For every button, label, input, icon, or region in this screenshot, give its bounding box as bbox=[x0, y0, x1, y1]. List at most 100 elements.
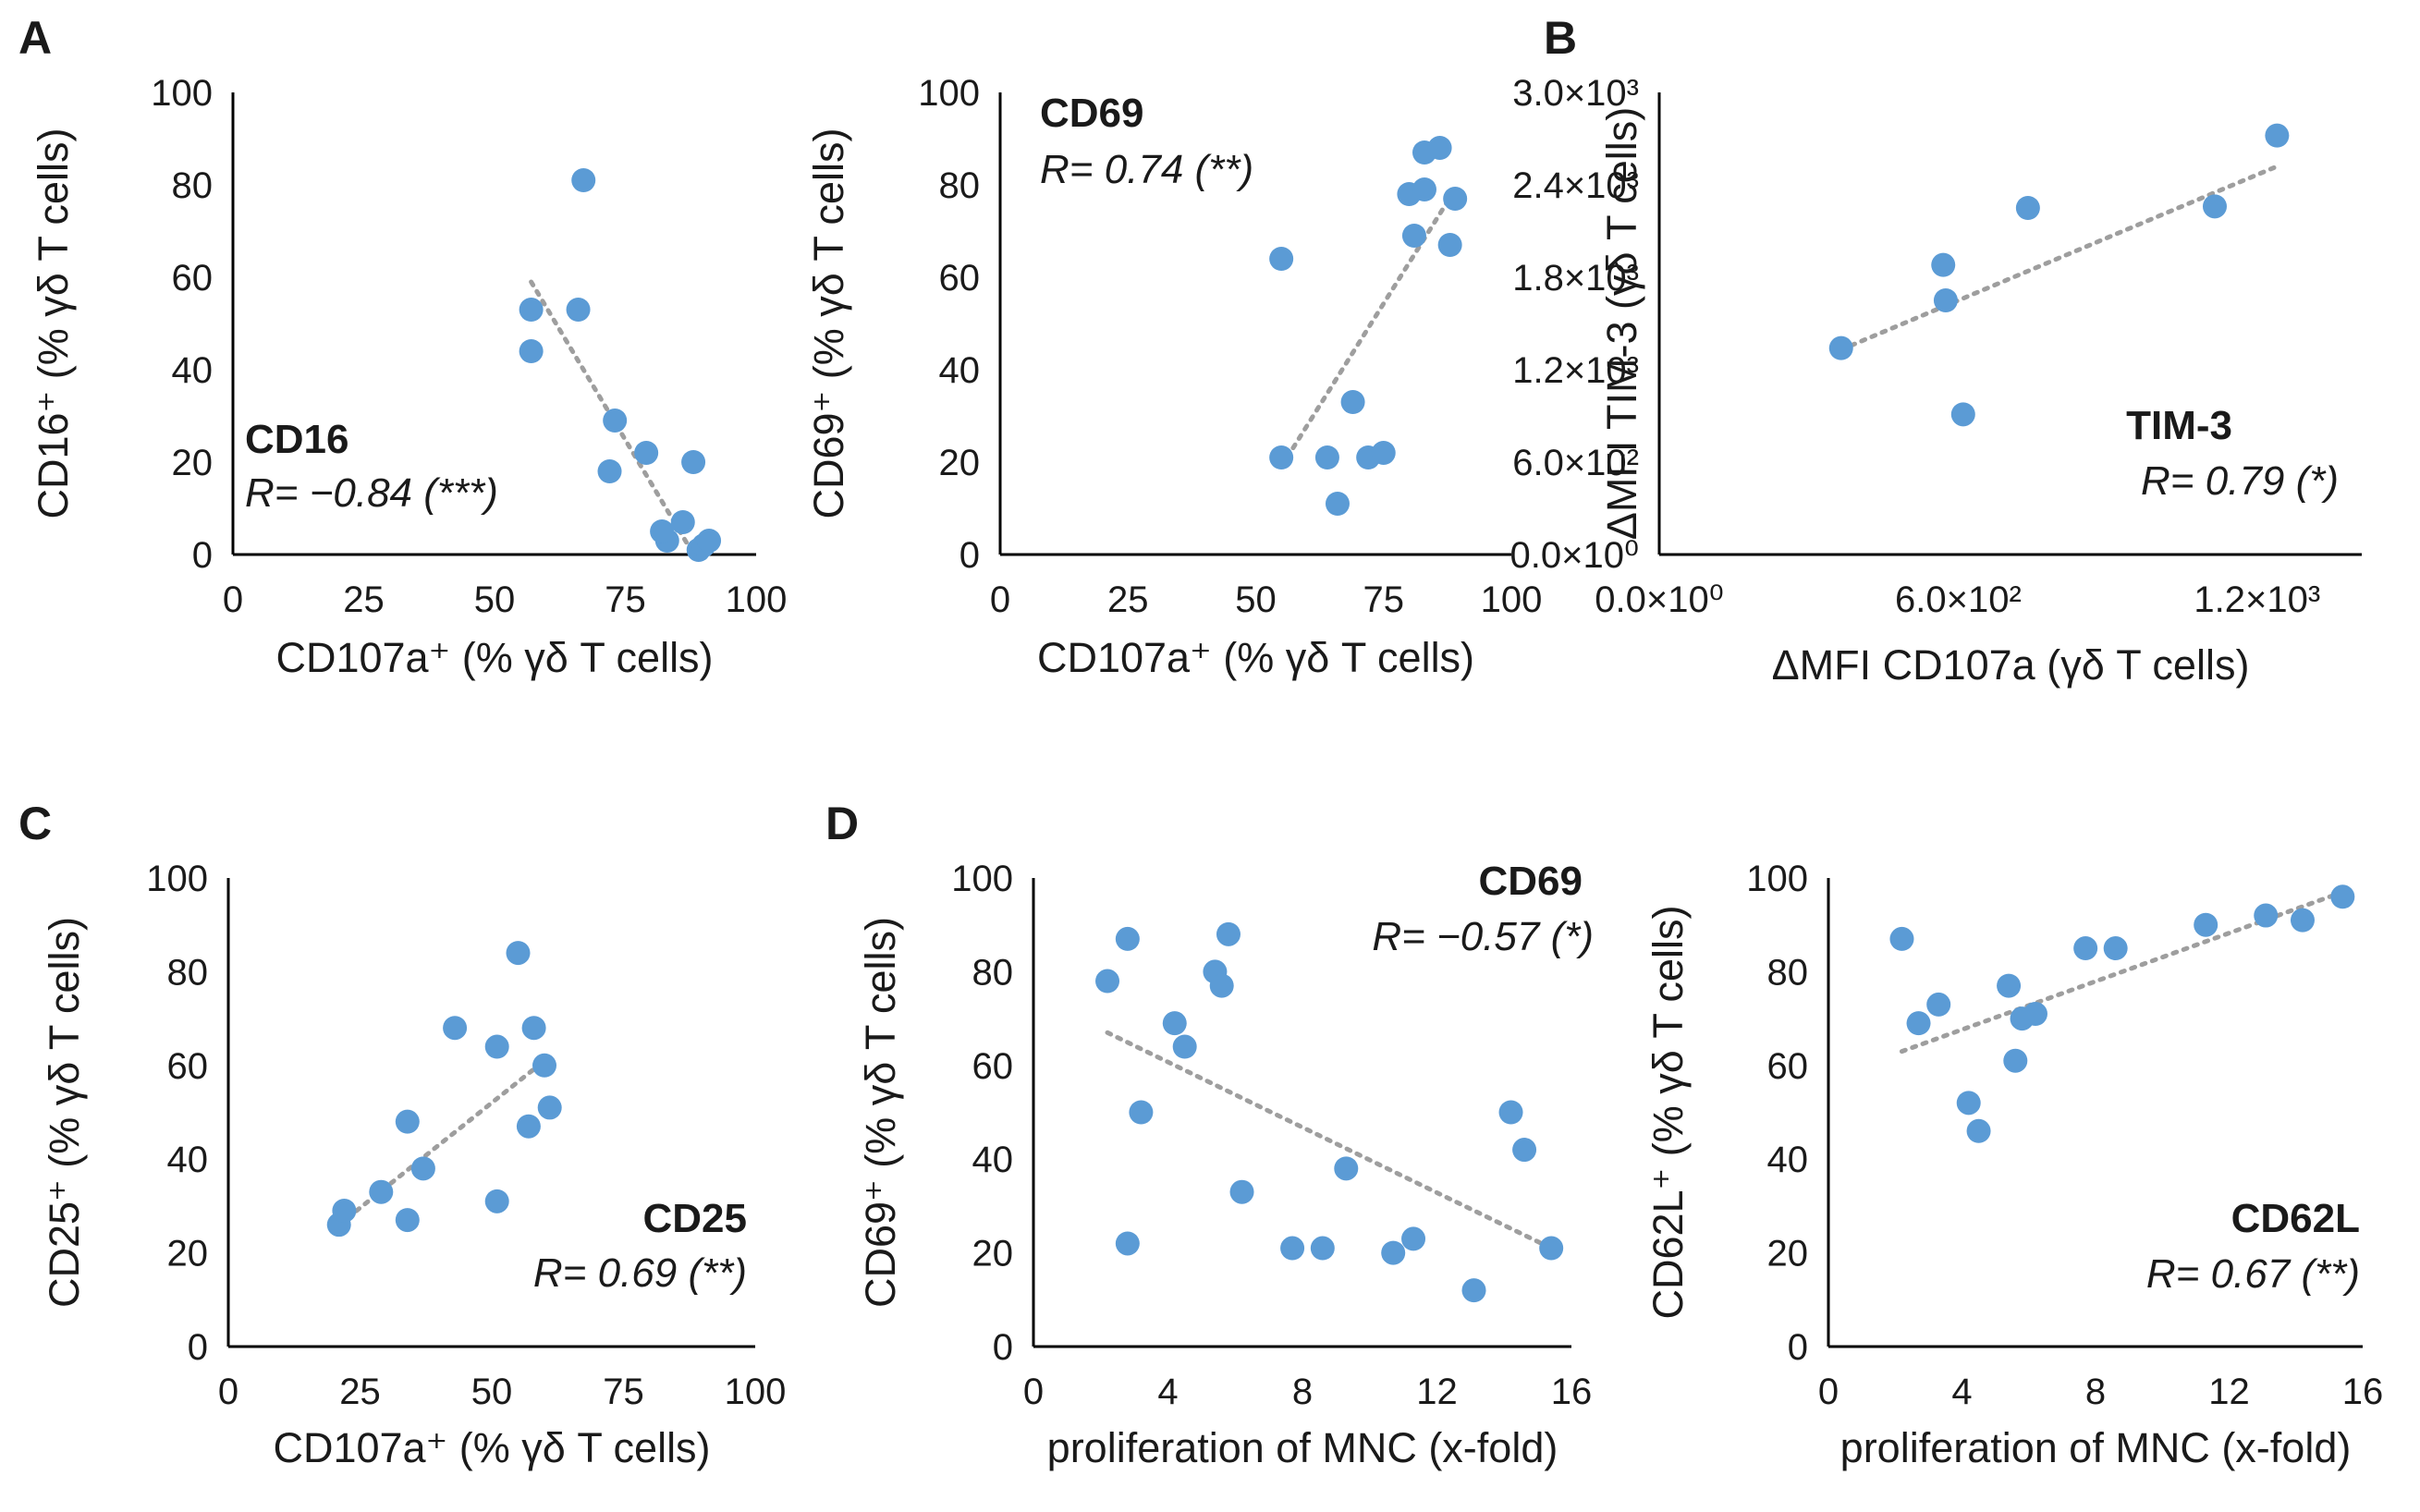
y-tick-label: 20 bbox=[167, 1234, 209, 1274]
data-point bbox=[1371, 441, 1396, 465]
data-point bbox=[519, 298, 544, 322]
data-point bbox=[484, 1189, 509, 1213]
data-point bbox=[2073, 936, 2098, 961]
x-tick-label: 25 bbox=[1107, 579, 1149, 620]
data-point bbox=[369, 1179, 394, 1204]
data-point bbox=[2023, 1002, 2047, 1027]
x-tick-label: 100 bbox=[725, 1372, 787, 1412]
data-point bbox=[2194, 912, 2218, 937]
data-point bbox=[603, 408, 628, 433]
y-tick-label: 1.8×10³ bbox=[1512, 258, 1639, 299]
data-point bbox=[2330, 884, 2355, 909]
x-tick-label: 25 bbox=[339, 1372, 381, 1412]
panel-d-cd69: D 0 20 40 60 80 100 0 4 8 12 16 proliferation of MNC… bbox=[825, 798, 1594, 1471]
y-tick-label: 60 bbox=[172, 258, 214, 299]
y-tick-label: 80 bbox=[1767, 952, 1809, 993]
data-point bbox=[443, 1016, 468, 1041]
data-point bbox=[1334, 1156, 1359, 1181]
x-axis-title: CD107a⁺ (% γδ T cells) bbox=[1037, 634, 1474, 681]
x-tick-label: 100 bbox=[1481, 579, 1543, 620]
panel-letter: B bbox=[1544, 12, 1577, 64]
x-tick-label: 16 bbox=[2342, 1372, 2384, 1412]
y-tick-label: 40 bbox=[939, 350, 981, 391]
data-point bbox=[1931, 252, 1956, 277]
trend-line bbox=[1105, 1030, 1554, 1251]
x-tick-label: 0 bbox=[1818, 1372, 1839, 1412]
y-tick-label: 40 bbox=[972, 1140, 1014, 1180]
data-point bbox=[1427, 136, 1452, 160]
y-tick-label: 40 bbox=[172, 350, 214, 391]
panel-letter: D bbox=[825, 798, 859, 849]
data-point bbox=[1950, 402, 1975, 427]
x-tick-label: 50 bbox=[1235, 579, 1277, 620]
y-tick-label: 20 bbox=[972, 1234, 1014, 1274]
y-tick-label: 60 bbox=[939, 258, 981, 299]
panel-d-cd62l: 0 20 40 60 80 100 0 4 8 12 16 proliferation of MNC … bbox=[1644, 859, 2383, 1471]
x-tick-label: 1.2×10³ bbox=[2194, 579, 2320, 620]
x-axis-title: proliferation of MNC (x-fold) bbox=[1047, 1424, 1558, 1471]
correlation-label: R= 0.79 (*) bbox=[2141, 458, 2339, 504]
correlation-label: R= 0.69 (**) bbox=[533, 1250, 747, 1296]
y-tick-label: 80 bbox=[172, 165, 214, 206]
data-point bbox=[2202, 194, 2227, 219]
data-point bbox=[1828, 335, 1853, 360]
data-point bbox=[516, 1114, 541, 1139]
data-point bbox=[1933, 288, 1958, 312]
y-tick-label: 0 bbox=[192, 535, 213, 576]
panel-c-cd25: C 0 20 40 60 80 100 0 25 50 75 100 CD107a⁺ (% γδ T c… bbox=[18, 798, 786, 1471]
data-point bbox=[2254, 903, 2279, 928]
y-tick-label: 20 bbox=[1767, 1234, 1809, 1274]
y-axis-title: CD16⁺ (% γδ T cells) bbox=[30, 128, 77, 518]
x-tick-label: 8 bbox=[2085, 1372, 2106, 1412]
data-point bbox=[2003, 1048, 2028, 1073]
x-tick-label: 75 bbox=[603, 1372, 644, 1412]
y-axis-title: CD69⁺ (% γδ T cells) bbox=[805, 128, 852, 518]
marker-label: CD16 bbox=[245, 417, 349, 462]
data-point bbox=[697, 529, 722, 553]
data-point bbox=[519, 339, 544, 363]
data-point bbox=[1269, 445, 1294, 469]
correlation-label: R= −0.57 (*) bbox=[1372, 914, 1594, 959]
y-axis-title: ΔMFI TIM-3 (γδ T cells) bbox=[1598, 107, 1645, 540]
y-axis-title: CD62L⁺ (% γδ T cells) bbox=[1644, 905, 1692, 1319]
data-point bbox=[1162, 1011, 1187, 1036]
data-point bbox=[1906, 1011, 1931, 1036]
trend-line bbox=[1278, 187, 1458, 469]
data-point bbox=[2290, 908, 2315, 933]
x-tick-label: 25 bbox=[343, 579, 385, 620]
y-tick-label: 100 bbox=[918, 73, 980, 114]
data-point bbox=[681, 450, 706, 474]
data-point bbox=[1461, 1278, 1486, 1303]
correlation-label: R= 0.67 (**) bbox=[2146, 1251, 2360, 1297]
data-point bbox=[521, 1016, 546, 1041]
y-tick-label: 100 bbox=[151, 73, 213, 114]
x-tick-label: 4 bbox=[1951, 1372, 1972, 1412]
data-point bbox=[1280, 1236, 1305, 1261]
marker-label: CD25 bbox=[643, 1196, 748, 1241]
data-point bbox=[1512, 1138, 1537, 1163]
y-tick-label: 60 bbox=[972, 1046, 1014, 1087]
data-point bbox=[1966, 1118, 1991, 1143]
data-point bbox=[1310, 1236, 1335, 1261]
data-point bbox=[1314, 445, 1339, 469]
x-tick-label: 50 bbox=[471, 1372, 513, 1412]
y-tick-label: 100 bbox=[1746, 859, 1808, 899]
x-axis-title: ΔMFI CD107a (γδ T cells) bbox=[1772, 641, 2250, 689]
y-tick-label: 40 bbox=[1767, 1140, 1809, 1180]
x-tick-label: 0.0×10⁰ bbox=[1595, 579, 1724, 620]
x-tick-label: 0 bbox=[218, 1372, 238, 1412]
y-tick-label: 80 bbox=[939, 165, 981, 206]
correlation-label: R= −0.84 (***) bbox=[245, 470, 498, 516]
y-tick-label: 80 bbox=[167, 952, 209, 993]
marker-label: TIM-3 bbox=[2126, 403, 2232, 448]
x-tick-label: 100 bbox=[726, 579, 788, 620]
data-point bbox=[1095, 969, 1120, 994]
y-axis-title: CD25⁺ (% γδ T cells) bbox=[41, 917, 88, 1308]
data-point bbox=[410, 1156, 435, 1181]
data-point bbox=[484, 1034, 509, 1059]
y-tick-label: 60 bbox=[167, 1046, 209, 1087]
y-tick-label: 60 bbox=[1767, 1046, 1809, 1087]
data-point bbox=[1269, 247, 1294, 271]
correlation-label: R= 0.74 (**) bbox=[1040, 147, 1253, 192]
